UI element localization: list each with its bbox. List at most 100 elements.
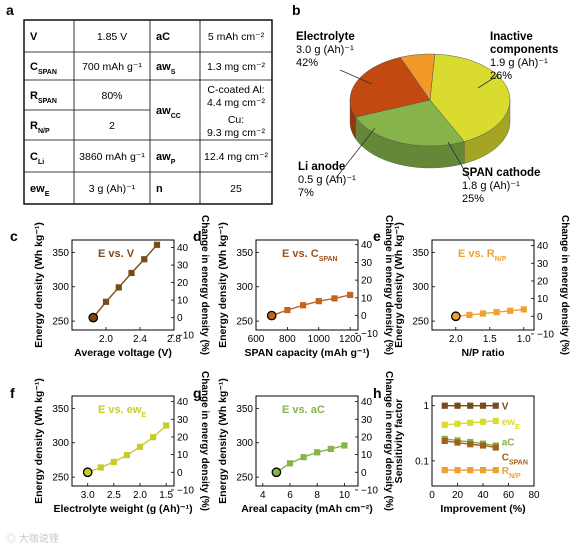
x-tick-label: 2.8 bbox=[167, 334, 181, 345]
baseline-point bbox=[82, 467, 93, 478]
table-border bbox=[23, 19, 273, 205]
y2-tick-label: −10 bbox=[177, 331, 194, 342]
y2-axis-label: Change in energy density (%) bbox=[383, 215, 394, 355]
baseline-point bbox=[450, 311, 461, 322]
pie-label-value: 0.5 g (Ah)⁻¹ bbox=[298, 174, 356, 186]
y-tick-label: 350 bbox=[52, 248, 69, 259]
plot-frame bbox=[431, 239, 535, 331]
data-point bbox=[479, 310, 487, 317]
table-param-name: awS bbox=[156, 61, 176, 76]
panel-letter-b: b bbox=[292, 2, 301, 18]
y2-tick-label: 30 bbox=[177, 261, 189, 272]
pie-label-percent: 25% bbox=[462, 193, 484, 205]
y2-tick-label: 10 bbox=[361, 450, 373, 461]
data-point bbox=[492, 402, 499, 409]
data-point bbox=[149, 434, 157, 441]
y-axis-label: Energy density (Wh kg⁻¹) bbox=[33, 378, 45, 504]
panel-letter-d: d bbox=[193, 228, 202, 244]
pie-leader-line bbox=[447, 141, 471, 181]
x-tick-label: 0 bbox=[429, 490, 435, 501]
pie-label-percent: 7% bbox=[298, 187, 314, 199]
data-point bbox=[479, 402, 487, 409]
baseline-point bbox=[266, 310, 277, 321]
y2-tick-label: 40 bbox=[177, 397, 189, 408]
series-label: V bbox=[502, 402, 509, 413]
pie-label-value: 3.0 g (Ah)⁻¹ bbox=[296, 44, 354, 56]
y-tick-label: 300 bbox=[412, 282, 429, 293]
panel-letter-a: a bbox=[6, 2, 14, 18]
plot-frame bbox=[71, 239, 175, 331]
data-point bbox=[136, 443, 144, 450]
y2-tick-label: 20 bbox=[361, 432, 373, 443]
table-param-value: 25 bbox=[230, 183, 242, 195]
parameter-table: V 1.85 V aC 5 mAh cm⁻² CSPAN 700 mAh g⁻¹ awS 1.… bbox=[23, 19, 273, 205]
table-param-name: CLi bbox=[30, 151, 44, 166]
pie-label-value: 1.8 g (Ah)⁻¹ bbox=[462, 180, 520, 192]
x-tick-label: 1.5 bbox=[159, 490, 173, 501]
data-point bbox=[479, 466, 487, 474]
data-point bbox=[454, 466, 461, 474]
data-point bbox=[314, 449, 321, 456]
pie-label-name: components bbox=[490, 44, 558, 56]
x-tick-label: 1.0 bbox=[517, 334, 531, 345]
y2-tick-label: 10 bbox=[361, 293, 373, 304]
data-point bbox=[115, 284, 122, 291]
table-param-value: 9.3 mg cm⁻² bbox=[207, 127, 266, 139]
x-tick-label: 20 bbox=[452, 490, 464, 501]
data-point bbox=[466, 311, 473, 318]
y-axis-label: Energy density (Wh kg⁻¹) bbox=[217, 222, 229, 348]
panel-letter-g: g bbox=[193, 385, 202, 401]
x-tick-label: 6 bbox=[287, 490, 293, 501]
x-tick-label: 2.0 bbox=[99, 334, 113, 345]
data-point bbox=[441, 402, 448, 409]
x-axis-label: Average voltage (V) bbox=[74, 347, 172, 359]
table-param-value: 1.85 V bbox=[97, 31, 127, 43]
chart-title: E vs. V bbox=[98, 248, 135, 260]
data-point bbox=[492, 466, 499, 474]
y2-tick-label: 30 bbox=[361, 258, 373, 269]
y2-tick-label: −10 bbox=[537, 329, 554, 340]
data-point bbox=[467, 419, 474, 426]
y-tick-label: 250 bbox=[52, 317, 69, 328]
y2-tick-label: 20 bbox=[177, 432, 189, 443]
x-tick-label: 4 bbox=[260, 490, 266, 501]
y-axis-label: Energy density (Wh kg⁻¹) bbox=[393, 222, 405, 348]
data-point bbox=[153, 241, 161, 248]
data-point bbox=[123, 451, 131, 459]
table-param-value: 3860 mAh g⁻¹ bbox=[79, 151, 145, 163]
panel-letter-e: e bbox=[373, 228, 381, 244]
table-param-value: 12.4 mg cm⁻² bbox=[204, 151, 268, 163]
table-param-name: awP bbox=[156, 151, 176, 166]
y2-tick-label: 30 bbox=[537, 259, 549, 270]
y-tick-label: 1 bbox=[423, 401, 429, 412]
y2-tick-label: −10 bbox=[361, 485, 378, 496]
y2-tick-label: 30 bbox=[177, 415, 189, 426]
data-point bbox=[467, 466, 474, 474]
y2-tick-label: −10 bbox=[361, 329, 378, 340]
y2-tick-label: 30 bbox=[361, 415, 373, 426]
y2-tick-label: 10 bbox=[537, 294, 549, 305]
data-point bbox=[284, 306, 291, 314]
data-point bbox=[454, 402, 461, 409]
chart-title: E vs. RN/P bbox=[458, 248, 507, 263]
panel-letter-h: h bbox=[373, 385, 382, 401]
y2-tick-label: 40 bbox=[361, 240, 373, 251]
data-point bbox=[507, 307, 514, 314]
x-tick-label: 3.0 bbox=[81, 490, 95, 501]
series-label: ewE bbox=[502, 417, 520, 431]
y2-tick-label: −10 bbox=[177, 485, 194, 496]
data-point bbox=[441, 437, 448, 445]
y2-tick-label: 0 bbox=[177, 313, 183, 324]
series-label: aC bbox=[502, 437, 515, 448]
data-point bbox=[141, 256, 148, 263]
data-point bbox=[286, 460, 294, 467]
table-param-name: CSPAN bbox=[30, 61, 57, 76]
x-tick-label: 1.5 bbox=[483, 334, 497, 345]
x-axis-label: N/P ratio bbox=[462, 347, 505, 359]
x-axis-label: Improvement (%) bbox=[440, 503, 525, 515]
data-point bbox=[492, 444, 499, 451]
x-tick-label: 2.4 bbox=[133, 334, 147, 345]
pie-slice bbox=[399, 53, 436, 101]
table-param-name: n bbox=[156, 183, 163, 195]
